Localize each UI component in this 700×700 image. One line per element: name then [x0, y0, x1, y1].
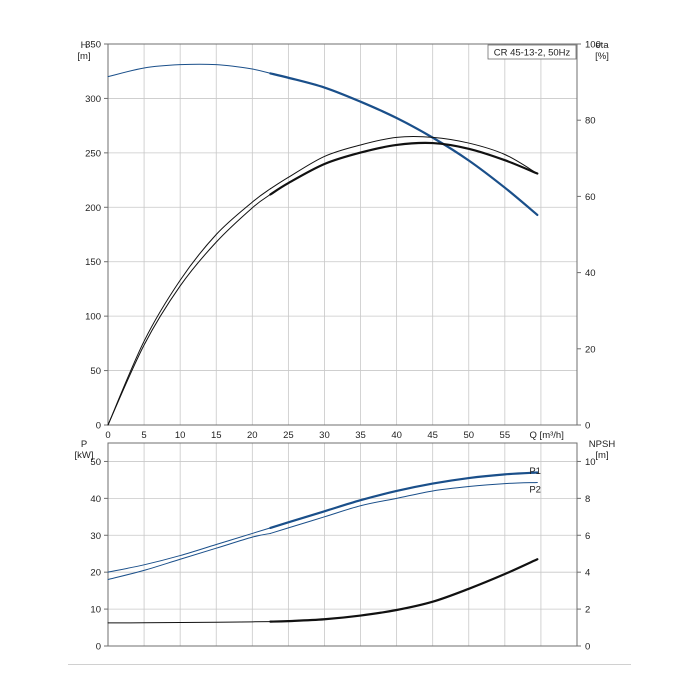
left-tick-label: 30: [90, 531, 101, 542]
series-line-1-2: [269, 72, 539, 217]
legend-box: [487, 44, 577, 60]
right-axis-title: eta: [595, 40, 609, 51]
x-tick-label: 40: [391, 430, 402, 441]
plot-panel-2: [104, 442, 581, 647]
plot-panel-1: [104, 43, 581, 426]
x-tick-label: 50: [463, 430, 474, 441]
x-tick-label: 55: [500, 430, 511, 441]
right-tick-label: 0: [585, 642, 590, 653]
series-line-2-1: [107, 527, 271, 573]
right-tick-label: 60: [585, 192, 596, 203]
series-line-2-3: [107, 532, 271, 581]
x-tick-label: 0: [105, 430, 110, 441]
right-tick-label: 6: [585, 531, 590, 542]
left-tick-label: 300: [85, 94, 101, 105]
right-axis-title: NPSH: [589, 439, 616, 450]
series-line-1-6: [269, 141, 539, 196]
series-label-p1: P1: [529, 466, 541, 477]
series-line-1-5: [107, 194, 271, 426]
right-axis-unit: [%]: [595, 51, 609, 62]
right-tick-label: 4: [585, 568, 590, 579]
footer-divider: [68, 664, 631, 665]
series-line-2-6: [269, 558, 539, 623]
left-tick-label: 20: [90, 568, 101, 579]
right-axis-unit: [m]: [595, 450, 608, 461]
left-tick-label: 10: [90, 605, 101, 616]
plot-frame: [107, 442, 578, 647]
series-line-1-4: [269, 136, 538, 190]
x-tick-label: 20: [247, 430, 258, 441]
right-tick-label: 2: [585, 605, 590, 616]
right-tick-label: 10: [585, 457, 596, 468]
left-tick-label: 40: [90, 494, 101, 505]
plot-frame: [107, 43, 578, 426]
left-tick-label: 100: [85, 312, 101, 323]
x-tick-label: 25: [283, 430, 294, 441]
left-axis-title: H: [81, 40, 88, 51]
series-line-2-2: [269, 471, 539, 529]
right-tick-label: 20: [585, 344, 596, 355]
right-tick-label: 80: [585, 116, 596, 127]
left-tick-label: 50: [90, 366, 101, 377]
left-axis-title: P: [81, 439, 87, 450]
legend-text: CR 45-13-2, 50Hz: [494, 48, 571, 59]
series-label-p2: P2: [529, 485, 541, 496]
left-tick-label: 0: [96, 421, 101, 432]
x-tick-label: 45: [427, 430, 438, 441]
series-line-1-3: [107, 188, 271, 426]
x-tick-label: 10: [175, 430, 186, 441]
left-axis-unit: [m]: [77, 51, 90, 62]
right-tick-label: 40: [585, 268, 596, 279]
x-tick-label: 5: [141, 430, 146, 441]
x-tick-label: 35: [355, 430, 366, 441]
right-tick-label: 100: [585, 40, 601, 51]
x-tick-label: 15: [211, 430, 222, 441]
left-tick-label: 200: [85, 203, 101, 214]
left-tick-label: 350: [85, 40, 101, 51]
left-axis-unit: [kW]: [75, 450, 94, 461]
left-tick-label: 250: [85, 148, 101, 159]
left-tick-label: 50: [90, 457, 101, 468]
x-axis-title: Q [m³/h]: [530, 430, 564, 441]
x-tick-label: 30: [319, 430, 330, 441]
right-tick-label: 0: [585, 421, 590, 432]
left-tick-label: 150: [85, 257, 101, 268]
left-tick-label: 0: [96, 642, 101, 653]
series-line-2-4: [269, 481, 538, 534]
right-tick-label: 8: [585, 494, 590, 505]
series-line-2-5: [107, 621, 271, 624]
series-line-1-1: [107, 63, 271, 78]
